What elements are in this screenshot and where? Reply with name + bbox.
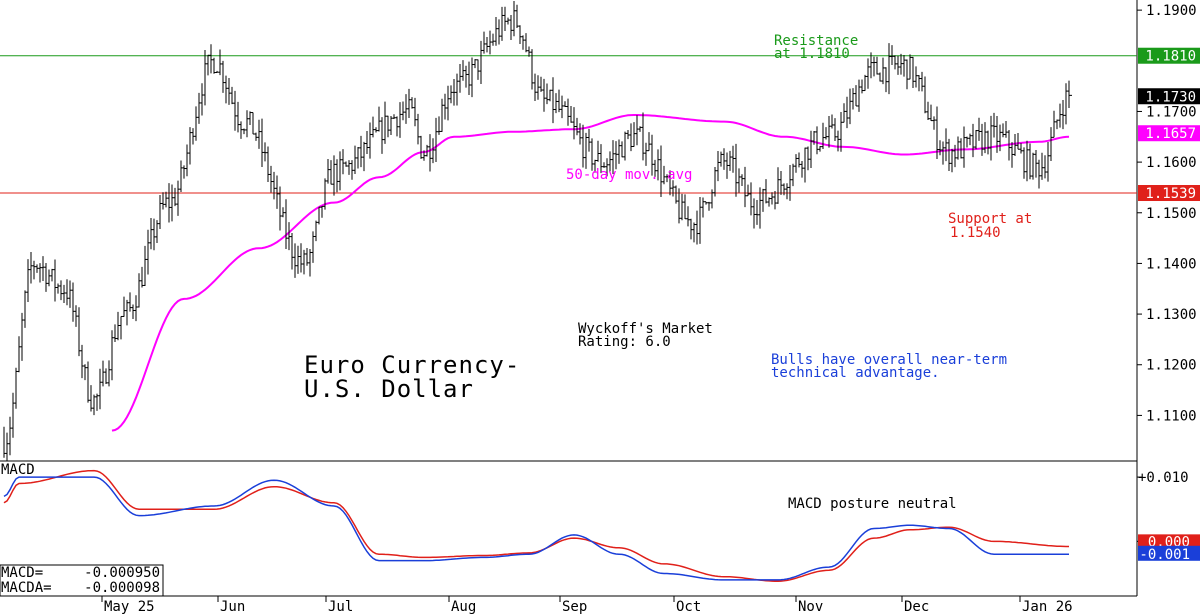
bulls-label-line1: Bulls have overall near-term [771,352,1007,368]
macda-readout-label: MACDA= [1,580,52,596]
support-tag-box [1138,185,1200,202]
price-tick-label: 1.1300 [1146,307,1197,323]
resistance-label-line1: Resistance [774,33,858,49]
macd-tick-label: +0.010 [1138,470,1189,486]
price-bar [1068,80,1072,108]
month-label: Aug [451,599,476,614]
month-label: Oct [676,599,701,614]
price-tags: 1.1810 1.1539 1.1730 1.1657 [1138,47,1200,202]
month-label: Dec [904,599,929,614]
month-label: Sep [562,599,587,614]
price-tick-label: 1.1500 [1146,206,1197,222]
support-label-line1: Support at [948,211,1032,227]
macd-readout-value: -0.000950 [84,565,160,581]
last-price-tag-label: 1.1730 [1145,89,1196,105]
price-axis-ticks: 1.1900 1.1700 1.1600 1.1500 1.1400 1.1300 1.12… [1137,3,1197,424]
macd-tag-label: -0.001 [1139,547,1190,563]
price-tick-label: 1.1900 [1146,3,1197,19]
macd-panel-label: MACD [1,462,35,478]
support-tag-label: 1.1539 [1145,186,1196,202]
month-label: Jan 26 [1022,599,1073,614]
chart-title-line1: Euro Currency- [304,351,520,379]
price-tick-label: 1.1700 [1146,104,1197,120]
price-tick-label: 1.1200 [1146,358,1197,374]
month-label: Jun [220,599,245,614]
macd-tag-box [1138,545,1200,561]
macd-posture-label: MACD posture neutral [788,496,957,512]
macd-line [3,476,1069,581]
resistance-tag-box [1138,47,1200,64]
bulls-label-line2: technical advantage. [771,365,940,381]
price-tick-label: 1.1400 [1146,256,1197,272]
month-label: May 25 [104,599,155,614]
macda-tag-box [1138,534,1200,549]
ma-line [111,114,1070,432]
price-bars-group [3,0,1072,462]
wyckoff-label-line2: Rating: 6.0 [578,334,671,350]
price-tick-label: 1.1100 [1146,408,1197,424]
ma-tag-box [1138,125,1200,142]
resistance-label-line2: at 1.1810 [774,46,850,62]
macd-readout-box [0,564,164,597]
month-axis: May 25 Jun Jul Aug Sep Oct Nov Dec Jan 26 [101,596,1073,614]
level-lines [0,55,1137,194]
chart-title-line2: U.S. Dollar [304,375,474,403]
macd-readout-label: MACD= [1,565,43,581]
ma-tag-label: 1.1657 [1145,126,1196,142]
ma-label: 50-day mov. avg [566,167,692,183]
price-tick-label: 1.1600 [1146,155,1197,171]
last-price-tag-box [1138,88,1200,105]
month-label: Jul [328,599,353,614]
macda-readout-value: -0.000098 [84,580,160,596]
support-label-line2: 1.1540 [950,225,1001,241]
resistance-tag-label: 1.1810 [1145,49,1196,65]
wyckoff-label-line1: Wyckoff's Market [578,321,713,337]
month-label: Nov [798,599,823,614]
moving-average-group [111,114,1070,432]
